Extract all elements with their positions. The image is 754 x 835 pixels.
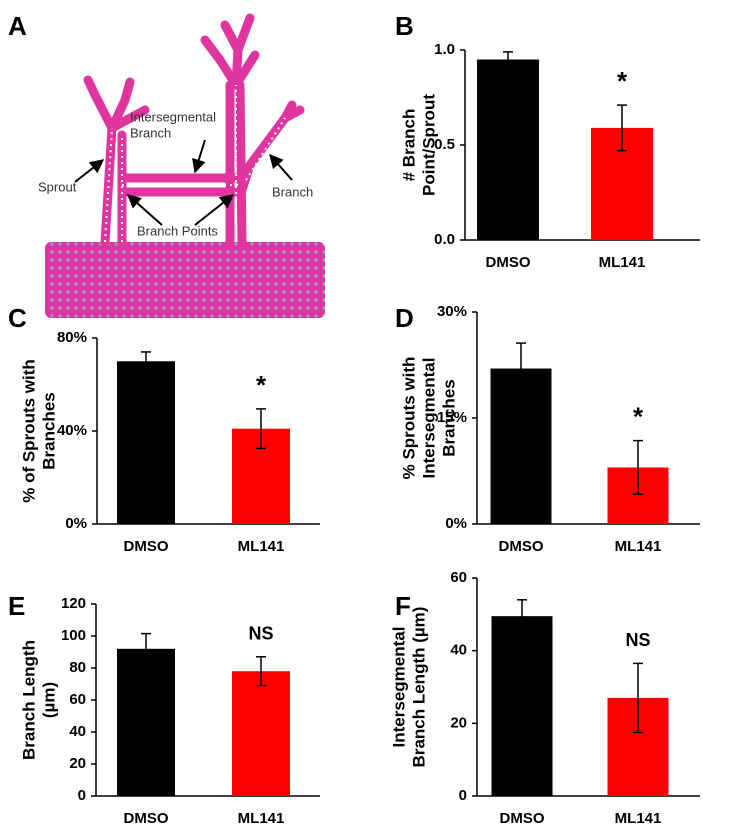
panel-letter: A — [8, 11, 27, 41]
diagram-label: Branch — [130, 125, 171, 140]
y-tick-label: 80 — [69, 659, 86, 676]
diagram-label: Intersegmental — [130, 109, 216, 124]
error-bar — [256, 408, 266, 450]
panel-letter: C — [8, 303, 27, 333]
vessels — [83, 13, 305, 247]
vessel-lumen — [104, 85, 286, 243]
diagram-label: Sprout — [38, 179, 77, 194]
annotation: * — [633, 401, 644, 431]
error-bar — [633, 439, 643, 496]
error-bar — [516, 342, 526, 395]
y-axis-label: Branch Length — [19, 640, 38, 760]
arrows — [74, 139, 293, 226]
y-axis-label: Intersegmental — [419, 358, 438, 479]
x-tick-label: ML141 — [615, 538, 662, 555]
y-tick-label: 0.0 — [434, 231, 455, 248]
y-tick-label: 30% — [437, 303, 467, 320]
annotation: NS — [248, 624, 273, 644]
y-tick-label: 40 — [450, 642, 467, 659]
y-tick-label: 20 — [450, 714, 467, 731]
bar — [491, 616, 553, 796]
x-tick-label: ML141 — [238, 810, 285, 827]
error-bar — [617, 104, 627, 152]
y-axis-label: # Branch — [399, 109, 418, 182]
bar — [232, 671, 290, 796]
x-tick-label: ML141 — [599, 254, 646, 271]
error-bar — [517, 599, 527, 634]
y-tick-label: 60 — [69, 691, 86, 708]
y-tick-label: 0% — [65, 515, 87, 532]
error-bar — [141, 351, 151, 372]
y-axis-label: Intersegmental — [389, 627, 408, 748]
y-tick-label: 0% — [445, 515, 467, 532]
y-tick-label: 60 — [450, 569, 467, 586]
x-tick-label: ML141 — [615, 810, 662, 827]
bar — [477, 59, 539, 240]
y-axis-label: Branch Length (µm) — [409, 607, 428, 768]
error-bar — [141, 632, 151, 665]
y-tick-label: 0 — [459, 787, 467, 804]
annotation: * — [256, 370, 267, 400]
y-tick-label: 40 — [69, 723, 86, 740]
y-tick-label: 120 — [61, 595, 86, 612]
y-axis-label: % Sprouts with — [399, 357, 418, 480]
vessel-base — [45, 242, 325, 318]
diagram: A Intersegmental Branch Sprout Branch Br… — [8, 11, 325, 318]
x-tick-label: DMSO — [486, 254, 531, 271]
panel-letter: B — [395, 11, 414, 41]
y-tick-label: 15% — [437, 409, 467, 426]
annotation: * — [617, 66, 628, 96]
y-tick-label: 80% — [57, 329, 87, 346]
x-tick-label: ML141 — [238, 538, 285, 555]
x-tick-label: DMSO — [124, 810, 169, 827]
error-bar — [633, 662, 643, 734]
y-axis-label: % of Sprouts with — [19, 359, 38, 503]
bar — [117, 361, 175, 524]
y-axis-label: Point/Sprout — [419, 94, 438, 196]
diagram-label: Branch Points — [137, 223, 218, 238]
panel-letter: F — [395, 591, 411, 621]
y-axis-label: Branches — [439, 379, 458, 456]
y-axis-label: (µm) — [39, 682, 58, 718]
x-tick-label: DMSO — [499, 538, 544, 555]
panel-letter: E — [8, 591, 25, 621]
y-tick-label: 20 — [69, 755, 86, 772]
y-tick-label: 100 — [61, 627, 86, 644]
annotation: NS — [625, 630, 650, 650]
y-tick-label: 1.0 — [434, 41, 455, 58]
y-tick-label: 0.5 — [434, 136, 455, 153]
y-tick-label: 0 — [78, 787, 86, 804]
error-bar — [503, 51, 513, 68]
y-tick-label: 40% — [57, 422, 87, 439]
bar — [117, 648, 175, 796]
y-axis-label: Branches — [39, 392, 58, 469]
x-tick-label: DMSO — [124, 538, 169, 555]
error-bar — [256, 656, 266, 687]
x-tick-label: DMSO — [500, 810, 545, 827]
diagram-label: Branch — [272, 184, 313, 199]
panel-letter: D — [395, 303, 414, 333]
